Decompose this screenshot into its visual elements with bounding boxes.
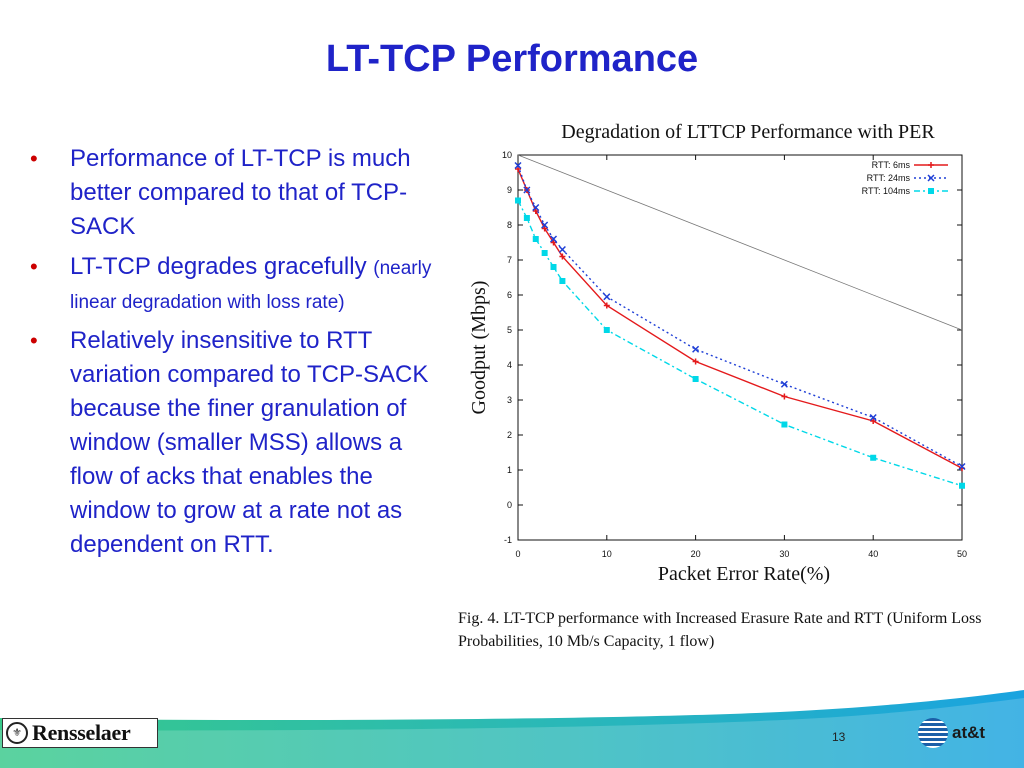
- legend-label: RTT: 6ms: [872, 160, 911, 170]
- data-point: [603, 302, 610, 309]
- data-point: [523, 215, 530, 221]
- y-tick-label: 6: [507, 290, 512, 300]
- data-point: [603, 293, 611, 301]
- data-point: [532, 203, 540, 212]
- figure-caption: Fig. 4. LT-TCP performance with Increase…: [458, 610, 982, 650]
- data-point: [927, 174, 935, 182]
- y-tick-label: 7: [507, 255, 512, 265]
- bullet-item: • Performance of LT-TCP is much better c…: [30, 142, 440, 244]
- legend-label: RTT: 24ms: [867, 173, 911, 183]
- y-tick-label: 5: [507, 325, 512, 335]
- data-point: [550, 264, 557, 270]
- att-wordmark: at&t: [952, 723, 986, 742]
- att-logo: at&t: [918, 718, 985, 748]
- slide-title: LT-TCP Performance: [325, 38, 699, 80]
- x-tick-label: 40: [868, 549, 878, 559]
- data-point: [532, 208, 539, 214]
- data-point: [692, 358, 699, 365]
- bullet-item: • Relatively insensitive to RTT variatio…: [30, 324, 440, 562]
- data-point: [550, 239, 557, 246]
- x-tick-label: 10: [602, 549, 612, 559]
- data-point: [541, 225, 548, 232]
- y-tick-label: -1: [504, 535, 512, 545]
- data-point: [781, 393, 788, 400]
- data-point: [549, 235, 558, 243]
- bullet-text: Performance of LT-TCP is much better com…: [70, 145, 411, 240]
- data-point: [541, 221, 549, 229]
- data-point: [692, 345, 700, 353]
- data-point: [692, 376, 699, 382]
- series-line: [517, 200, 963, 487]
- data-point: [928, 162, 934, 168]
- y-tick-label: 8: [507, 220, 512, 230]
- page-number: 13: [832, 730, 846, 744]
- bullet-item: • LT-TCP degrades gracefully (nearly lin…: [30, 250, 440, 318]
- bullet-marker: •: [30, 254, 38, 279]
- data-point: [559, 253, 566, 260]
- rensselaer-wordmark: Rensselaer: [32, 720, 131, 745]
- y-tick-label: 4: [507, 360, 512, 370]
- rensselaer-logo: ⚜ Rensselaer: [2, 718, 158, 748]
- plot-frame: [517, 154, 963, 541]
- series-line: [517, 165, 963, 468]
- footer-wave-graphic: [0, 690, 1024, 768]
- data-point: [532, 236, 539, 242]
- data-point: [523, 186, 531, 194]
- data-point: [780, 380, 788, 388]
- x-tick-label: 30: [779, 549, 789, 559]
- x-tick-label: 20: [691, 549, 701, 559]
- y-axis-label: Goodput (Mbps): [468, 281, 490, 415]
- x-axis-label: Packet Error Rate(%): [658, 563, 830, 585]
- chart-svg: Degradation of LTTCP Performance with PE…: [468, 121, 967, 585]
- data-point: [870, 418, 877, 424]
- legend-label: RTT: 104ms: [862, 186, 911, 196]
- data-point: [558, 245, 566, 254]
- y-tick-label: 10: [502, 150, 512, 160]
- y-tick-label: 0: [507, 500, 512, 510]
- data-point: [781, 421, 788, 428]
- data-point: [869, 413, 877, 422]
- bullet-subtext: (nearly linear degradation with loss rat…: [70, 258, 432, 313]
- data-point: [541, 250, 548, 256]
- chart-title: Degradation of LTTCP Performance with PE…: [561, 121, 935, 143]
- bullet-list: • Performance of LT-TCP is much better c…: [30, 142, 440, 568]
- data-point: [928, 188, 934, 194]
- bullet-marker: •: [30, 146, 38, 171]
- att-globe-icon: [918, 718, 948, 748]
- reference-line: [517, 154, 963, 331]
- data-point: [603, 327, 610, 333]
- bullet-text: Relatively insensitive to RTT variation …: [70, 327, 429, 558]
- data-point: [559, 278, 566, 284]
- y-tick-label: 1: [507, 465, 512, 475]
- data-point: [958, 462, 966, 471]
- y-tick-label: 2: [507, 430, 512, 440]
- rensselaer-seal-icon: ⚜: [6, 722, 28, 744]
- bullet-text: LT-TCP degrades gracefully: [70, 253, 367, 280]
- x-tick-label: 50: [957, 549, 967, 559]
- y-tick-label: 9: [507, 185, 512, 195]
- series-line: [517, 168, 963, 469]
- data-point: [870, 454, 877, 461]
- x-tick-label: 0: [515, 549, 520, 559]
- data-point: [515, 197, 521, 204]
- y-tick-label: 3: [507, 395, 512, 405]
- bullet-marker: •: [30, 328, 38, 353]
- data-point: [959, 482, 965, 489]
- footer-band: [0, 690, 1024, 768]
- data-point: [514, 161, 522, 170]
- goodput-chart: Degradation of LTTCP Performance with PE…: [455, 112, 1007, 664]
